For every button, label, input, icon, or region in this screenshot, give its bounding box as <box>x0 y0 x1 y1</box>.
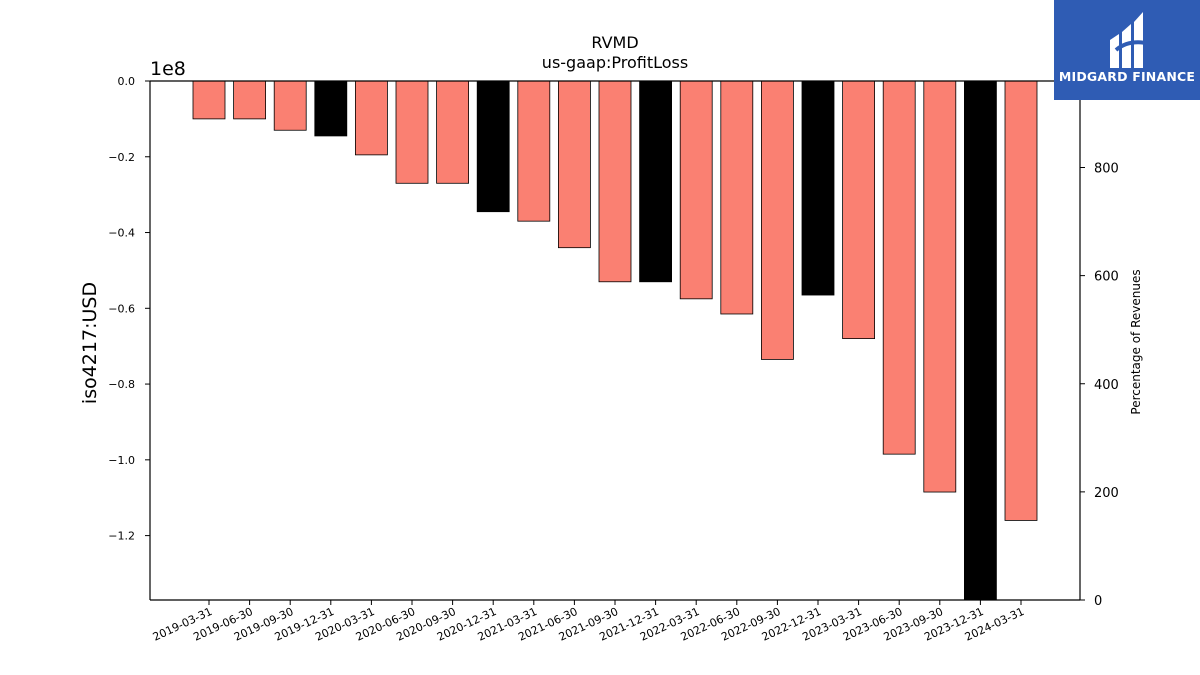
logo-mark-icon <box>1110 12 1147 68</box>
bar <box>354 80 388 156</box>
bar <box>192 80 226 120</box>
y-offset-label: 1e8 <box>150 58 186 80</box>
bar <box>720 80 754 315</box>
y-tick-label: 0.0 <box>118 75 136 88</box>
bar <box>639 80 672 283</box>
bar <box>476 80 510 213</box>
bar <box>436 80 470 184</box>
y-tick-label: −1.0 <box>108 454 135 467</box>
bar <box>598 80 632 283</box>
y2-tick-label: 600 <box>1094 270 1119 285</box>
chart-title: RVMD <box>591 33 638 52</box>
chart-subtitle: us-gaap:ProfitLoss <box>542 53 688 72</box>
y2-tick-label: 400 <box>1094 378 1119 393</box>
bar <box>679 80 713 300</box>
bar <box>923 80 957 493</box>
y-axis-label: iso4217:USD <box>79 282 101 404</box>
y2-tick-label: 800 <box>1094 162 1119 177</box>
midgard-finance-logo: MIDGARD FINANCE <box>1054 0 1200 100</box>
y-tick-label: −0.6 <box>108 302 135 315</box>
bar <box>273 80 307 131</box>
bar <box>882 80 916 455</box>
bar <box>395 80 429 184</box>
bar <box>842 80 875 340</box>
y2-axis-label: Percentage of Revenues <box>1129 269 1143 414</box>
bar <box>761 80 794 360</box>
y-tick-label: −0.8 <box>108 378 135 391</box>
y-tick-label: −0.2 <box>108 151 135 164</box>
y2-tick-label: 0 <box>1094 594 1102 609</box>
bar <box>233 80 267 120</box>
bar <box>517 80 551 222</box>
bars-group <box>192 80 1038 601</box>
logo-name: MIDGARD FINANCE <box>1058 69 1196 84</box>
y-tick-label: −1.2 <box>108 530 135 543</box>
y2-tick-label: 200 <box>1094 486 1119 501</box>
bar <box>314 80 348 137</box>
bar <box>801 80 835 296</box>
y-tick-label: −0.4 <box>108 227 135 240</box>
bar <box>964 80 997 601</box>
bar <box>558 80 591 249</box>
bar <box>1004 80 1038 521</box>
